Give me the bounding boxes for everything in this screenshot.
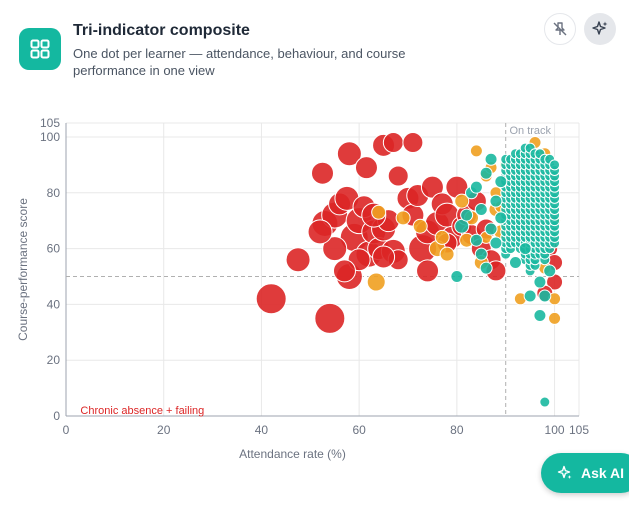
y-tick-label: 40	[47, 297, 61, 311]
data-point	[479, 261, 493, 275]
data-point	[395, 210, 411, 226]
data-point	[479, 166, 493, 180]
data-point	[322, 236, 348, 262]
data-point	[549, 159, 561, 171]
ask-ai-button[interactable]: Ask AI	[541, 453, 629, 493]
data-point	[402, 132, 424, 154]
y-tick-label: 100	[40, 130, 60, 144]
data-point	[494, 211, 508, 225]
x-axis-title: Attendance rate (%)	[239, 447, 346, 461]
data-point	[518, 242, 532, 256]
ai-sparkle-button[interactable]	[584, 13, 616, 45]
sparkle-icon	[557, 465, 572, 479]
data-point	[489, 194, 503, 208]
data-point	[474, 247, 488, 261]
data-point	[382, 132, 404, 154]
ask-ai-label: Ask AI	[581, 465, 625, 481]
sparkle-icon	[592, 21, 608, 35]
data-point	[548, 311, 562, 325]
data-point	[469, 180, 483, 194]
annotation-chronic-absence: Chronic absence + failing	[80, 405, 204, 417]
x-tick-label: 80	[450, 423, 464, 437]
data-point	[533, 275, 547, 289]
data-point	[469, 144, 483, 158]
data-point	[387, 165, 409, 187]
page-title: Tri-indicator composite	[73, 22, 250, 39]
data-point	[460, 208, 474, 222]
y-tick-label: 60	[47, 242, 61, 256]
pin-off-icon	[553, 22, 567, 36]
data-point	[454, 193, 470, 209]
data-point	[484, 222, 498, 236]
x-tick-label: 100	[545, 423, 565, 437]
x-tick-label: 20	[157, 423, 171, 437]
x-tick-label: 105	[569, 423, 589, 437]
data-point	[484, 152, 498, 166]
data-point	[416, 259, 440, 283]
data-point	[372, 245, 396, 269]
data-point	[332, 259, 356, 283]
x-tick-label: 60	[352, 423, 366, 437]
data-point	[366, 272, 386, 292]
data-point	[508, 256, 522, 270]
data-point	[371, 204, 387, 220]
y-tick-label: 0	[53, 409, 60, 423]
data-point	[539, 396, 551, 408]
data-point	[285, 247, 311, 273]
data-point	[450, 269, 464, 283]
data-point	[434, 229, 450, 245]
annotation-on-track: On track	[509, 125, 551, 137]
pin-off-button[interactable]	[544, 13, 576, 45]
y-tick-label: 80	[47, 186, 61, 200]
x-tick-label: 0	[63, 423, 70, 437]
data-point	[494, 175, 508, 189]
page-subtitle: One dot per learner — attendance, behavi…	[73, 46, 406, 78]
grid-icon	[19, 28, 61, 70]
x-tick-label: 40	[255, 423, 269, 437]
data-point	[354, 156, 378, 180]
data-point	[543, 264, 557, 278]
data-point	[538, 289, 552, 303]
y-tick-label: 105	[40, 116, 60, 130]
y-tick-label: 20	[47, 353, 61, 367]
data-point	[489, 236, 503, 250]
y-axis-title: Course-performance score	[16, 198, 30, 341]
data-point	[533, 309, 547, 323]
data-point	[523, 289, 537, 303]
data-point	[412, 218, 428, 234]
data-point	[307, 219, 333, 245]
data-point	[474, 203, 488, 217]
data-point	[439, 246, 455, 262]
data-point	[469, 233, 483, 247]
data-point	[314, 302, 346, 334]
data-point	[255, 283, 287, 315]
data-point	[311, 161, 334, 185]
data-point	[336, 141, 362, 167]
